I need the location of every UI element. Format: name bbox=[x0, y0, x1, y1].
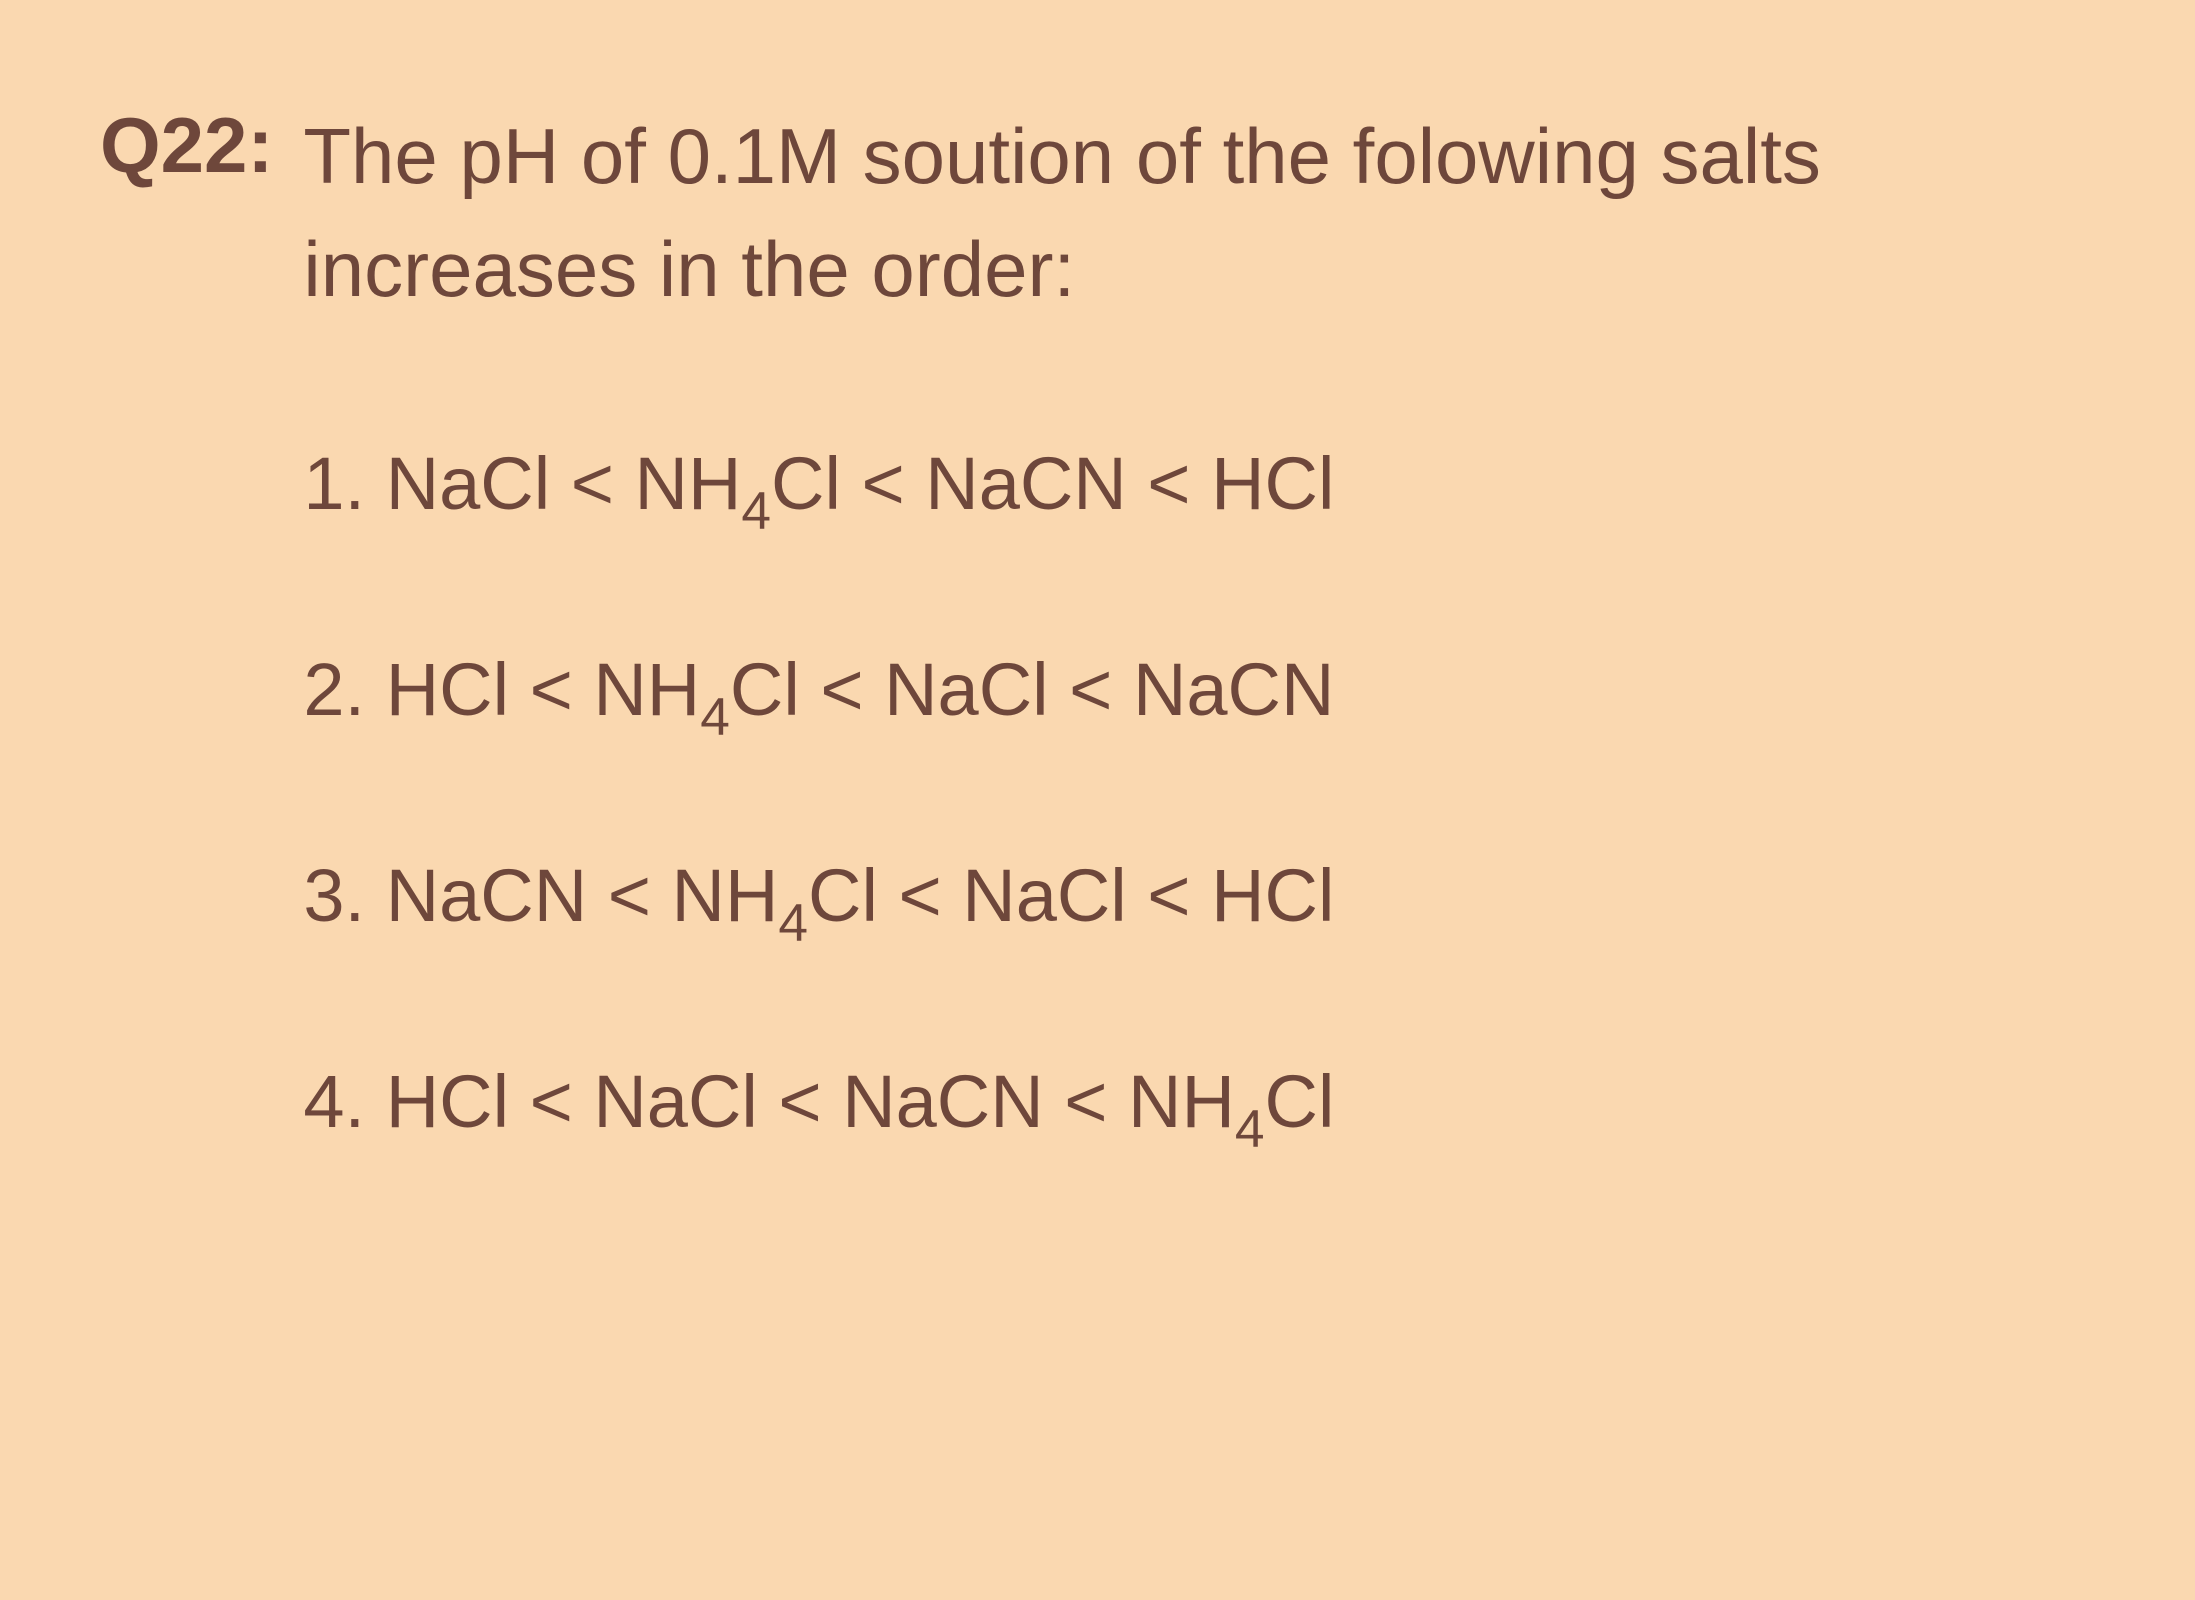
option-text: NaCN bbox=[842, 1060, 1043, 1143]
option-text: < bbox=[800, 648, 884, 731]
option-text: < bbox=[1127, 442, 1211, 525]
option-4: 4. HCl < NaCl < NaCN < NH4Cl bbox=[303, 1054, 2115, 1160]
subscript: 4 bbox=[1235, 1100, 1265, 1159]
option-text: NH bbox=[593, 648, 700, 731]
question-content: The pH of 0.1M soution of the folowing s… bbox=[303, 100, 2115, 1160]
option-text: NH bbox=[672, 854, 779, 937]
option-text: Cl bbox=[808, 854, 878, 937]
option-text: < bbox=[878, 854, 962, 937]
option-text: NaCN bbox=[1133, 648, 1334, 731]
option-text: HCl bbox=[1211, 442, 1334, 525]
option-3: 3. NaCN < NH4Cl < NaCl < HCl bbox=[303, 848, 2115, 954]
option-text: HCl bbox=[386, 648, 509, 731]
option-text: < bbox=[1049, 648, 1133, 731]
option-text: NaCl bbox=[386, 442, 550, 525]
option-text: < bbox=[587, 854, 671, 937]
option-1: 1. NaCl < NH4Cl < NaCN < HCl bbox=[303, 436, 2115, 542]
option-text: < bbox=[1127, 854, 1211, 937]
option-text: Cl bbox=[1265, 1060, 1335, 1143]
question-number: Q22: bbox=[100, 100, 273, 191]
option-text: NaCN bbox=[925, 442, 1126, 525]
option-text: < bbox=[509, 1060, 593, 1143]
option-text: NaCN bbox=[386, 854, 587, 937]
option-text: NH bbox=[635, 442, 742, 525]
option-text: NH bbox=[1128, 1060, 1235, 1143]
option-text: NaCl bbox=[593, 1060, 757, 1143]
option-text: < bbox=[758, 1060, 842, 1143]
option-prefix: 3. bbox=[303, 854, 385, 937]
option-text: NaCl bbox=[884, 648, 1048, 731]
option-text: < bbox=[509, 648, 593, 731]
option-text: HCl bbox=[1211, 854, 1334, 937]
option-text: NaCl bbox=[962, 854, 1126, 937]
option-text: < bbox=[841, 442, 925, 525]
question-container: Q22: The pH of 0.1M soution of the folow… bbox=[100, 100, 2115, 1160]
option-prefix: 1. bbox=[303, 442, 385, 525]
option-prefix: 2. bbox=[303, 648, 385, 731]
option-2: 2. HCl < NH4Cl < NaCl < NaCN bbox=[303, 642, 2115, 748]
option-text: < bbox=[1044, 1060, 1128, 1143]
subscript: 4 bbox=[700, 688, 730, 747]
option-text: < bbox=[550, 442, 634, 525]
option-text: HCl bbox=[386, 1060, 509, 1143]
question-text: The pH of 0.1M soution of the folowing s… bbox=[303, 100, 2115, 326]
option-prefix: 4. bbox=[303, 1060, 385, 1143]
subscript: 4 bbox=[741, 482, 771, 541]
option-text: Cl bbox=[730, 648, 800, 731]
option-text: Cl bbox=[771, 442, 841, 525]
subscript: 4 bbox=[778, 894, 808, 953]
options-list: 1. NaCl < NH4Cl < NaCN < HCl 2. HCl < NH… bbox=[303, 436, 2115, 1160]
